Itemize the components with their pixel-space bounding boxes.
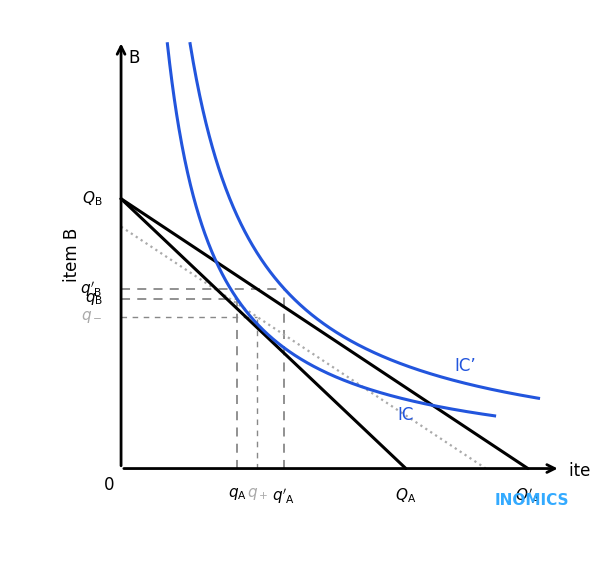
Text: $q_+$: $q_+$	[247, 486, 268, 502]
Text: IC: IC	[398, 406, 414, 424]
Text: item A: item A	[569, 462, 590, 480]
Text: $Q_\mathrm{A}$: $Q_\mathrm{A}$	[395, 486, 417, 505]
Text: IC’: IC’	[455, 357, 477, 375]
Text: $q_-$: $q_-$	[81, 309, 103, 325]
Text: $q'_\mathrm{B}$: $q'_\mathrm{B}$	[80, 280, 103, 299]
Text: $q'_\mathrm{A}$: $q'_\mathrm{A}$	[272, 486, 296, 506]
Text: $Q'_\mathrm{A}$: $Q'_\mathrm{A}$	[515, 486, 541, 506]
Text: 0: 0	[104, 476, 114, 494]
Text: $q_\mathrm{B}$: $q_\mathrm{B}$	[84, 291, 103, 307]
Text: $Q_\mathrm{B}$: $Q_\mathrm{B}$	[82, 190, 103, 208]
Text: item B: item B	[63, 227, 81, 282]
Text: $q_\mathrm{A}$: $q_\mathrm{A}$	[228, 486, 247, 502]
Text: B: B	[129, 49, 140, 67]
Text: INOMICS: INOMICS	[494, 493, 569, 508]
